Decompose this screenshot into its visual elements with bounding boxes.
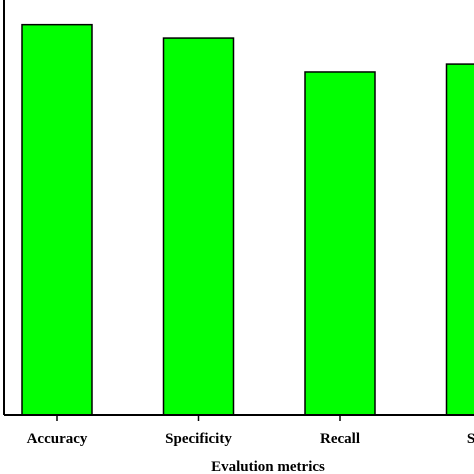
x-ticks-group [56, 415, 341, 421]
bar-recall [304, 71, 376, 416]
bar-specificity [162, 37, 235, 416]
x-axis-title: Evalution metrics [211, 459, 325, 474]
x-tick-labels-group: Accuracy Specificity Recall Sens [27, 431, 474, 447]
bar-accuracy [21, 23, 93, 416]
x-tick-label: Recall [320, 431, 360, 447]
x-tick-label: Specificity [165, 431, 232, 447]
bar-sens [445, 63, 474, 416]
bars-group [21, 23, 474, 416]
x-tick-label: Accuracy [27, 431, 88, 447]
x-tick-label: Sens [467, 431, 474, 447]
